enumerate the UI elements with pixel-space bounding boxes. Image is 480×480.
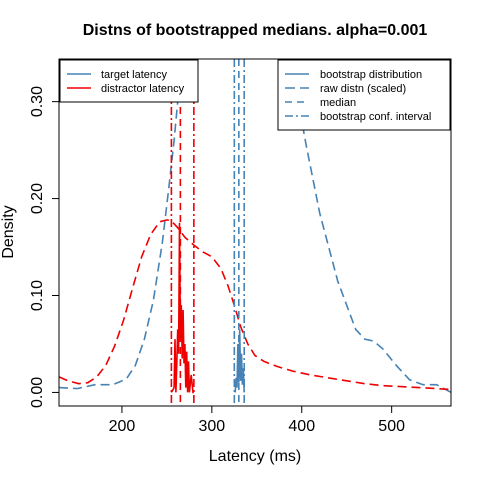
x-tick-label: 200 (109, 418, 136, 435)
legend-right-label: median (320, 97, 356, 109)
y-tick-label: 0.30 (29, 86, 46, 117)
legend-right-box (277, 59, 451, 131)
x-tick-label: 300 (198, 418, 225, 435)
legend-left-label: target latency (101, 69, 168, 81)
plot-area (59, 59, 451, 406)
legend-left-box (59, 59, 199, 103)
plot-frame (58, 58, 452, 407)
chart-title: Distns of bootstrapped medians. alpha=0.… (83, 22, 428, 39)
y-tick-label: 0.00 (29, 377, 46, 408)
legend-right-label: bootstrap distribution (320, 69, 422, 81)
legend-right-label: bootstrap conf. interval (320, 111, 431, 123)
series-line-0 (59, 59, 184, 390)
y-axis-title: Density (0, 205, 17, 258)
x-axis-title: Latency (ms) (209, 448, 301, 465)
series-line-4 (234, 329, 245, 393)
axes: 200 300 400 500 0.00 0.10 0.20 0.30 (29, 86, 405, 435)
legend-right: bootstrap distribution raw distn (scaled)… (277, 59, 451, 131)
legend-left: target latency distractor latency (59, 59, 199, 103)
legend-right-label: raw distn (scaled) (320, 83, 406, 95)
legend-left-label: distractor latency (101, 83, 185, 95)
y-tick-label: 0.10 (29, 280, 46, 311)
x-tick-label: 400 (288, 418, 315, 435)
series-line-1 (299, 111, 451, 394)
series-line-3 (170, 222, 194, 394)
x-tick-label: 500 (378, 418, 405, 435)
series-line-2 (59, 219, 451, 391)
y-tick-label: 0.20 (29, 183, 46, 214)
